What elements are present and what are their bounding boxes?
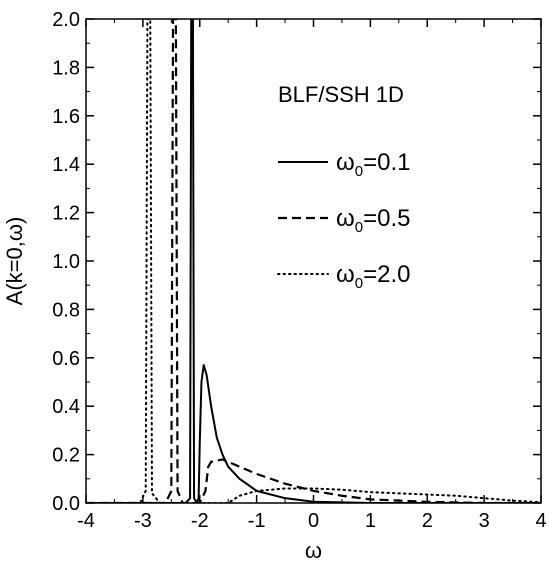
y-axis-title: A(k=0,ω): [2, 217, 27, 306]
chart-annotation: BLF/SSH 1D: [278, 82, 404, 107]
x-tick-label: -4: [77, 510, 95, 532]
y-tick-label: 0.4: [52, 396, 80, 418]
series-line-dashed: [86, 19, 541, 503]
y-tick-label: 1.8: [52, 57, 80, 79]
x-tick-label: -2: [191, 510, 209, 532]
x-tick-label: 2: [422, 510, 433, 532]
y-tick-label: 0.2: [52, 445, 80, 467]
legend-label: ω0=2.0: [336, 261, 410, 292]
x-tick-label: 3: [479, 510, 490, 532]
y-tick-label: 1.4: [52, 154, 80, 176]
y-tick-label: 0.0: [52, 493, 80, 515]
y-tick-label: 0.8: [52, 299, 80, 321]
series-line-solid: [86, 19, 541, 503]
series-layer: [86, 19, 541, 503]
legend-label: ω0=0.5: [336, 205, 410, 236]
legend: ω0=0.1 ω0=0.5 ω0=2.0: [277, 149, 410, 292]
y-tick-label: 0.6: [52, 348, 80, 370]
x-tick-label: 4: [535, 510, 546, 532]
y-tick-label: 1.6: [52, 106, 80, 128]
y-tick-label: 1.2: [52, 203, 80, 225]
x-axis-ticks: -4 -3 -2 -1 0 1 2 3 4: [77, 19, 547, 532]
y-tick-label: 1.0: [52, 251, 80, 273]
x-tick-label: 1: [365, 510, 376, 532]
legend-label: ω0=0.1: [336, 149, 410, 180]
x-tick-label: 0: [308, 510, 319, 532]
y-axis-ticks: 0.0 0.2 0.4 0.6 0.8 1.0 1.2 1.4 1.6 1.8 2.0: [52, 9, 541, 515]
x-tick-label: -1: [248, 510, 266, 532]
y-tick-label: 2.0: [52, 9, 80, 31]
x-axis-title: ω: [305, 538, 322, 563]
x-tick-label: -3: [134, 510, 152, 532]
